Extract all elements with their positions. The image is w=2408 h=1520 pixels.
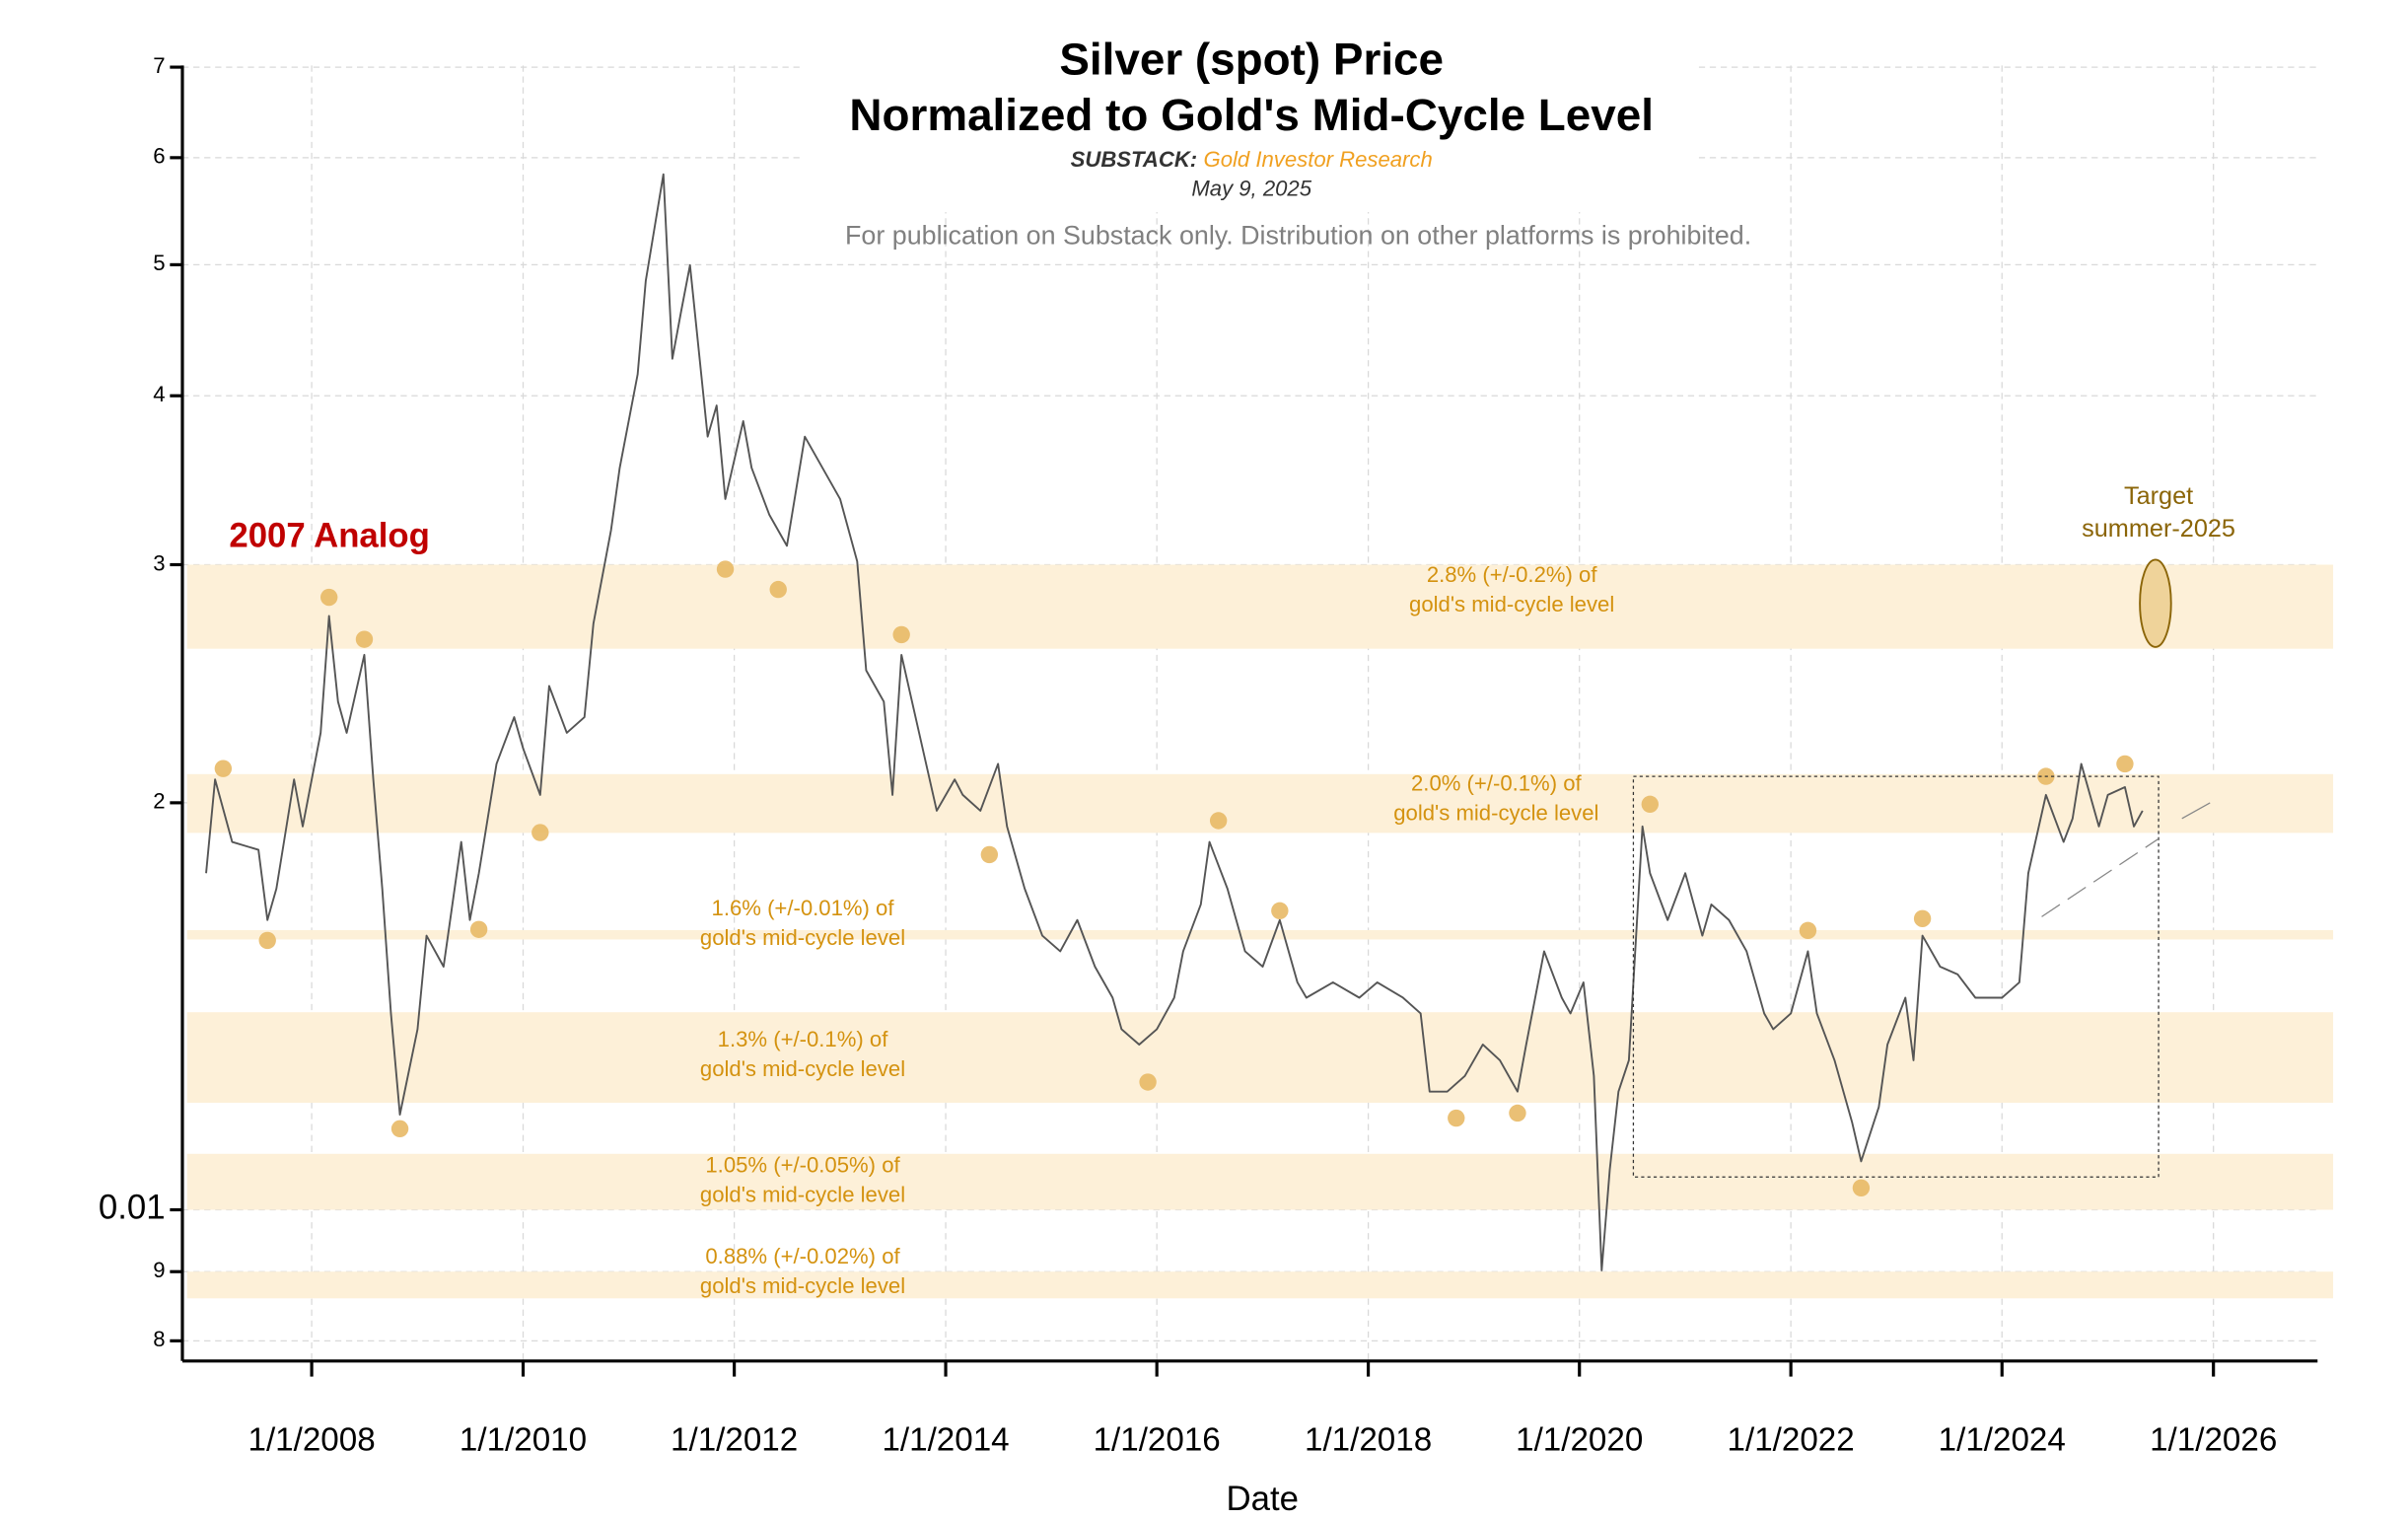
band-label: 1.6% (+/-0.01%) of xyxy=(712,896,895,920)
y-tick-label: 0.01 xyxy=(99,1190,166,1227)
x-tick-label: 1/1/2018 xyxy=(1305,1422,1432,1459)
chart-title: Normalized to Gold's Mid-Cycle Level xyxy=(849,90,1654,140)
marker xyxy=(1799,921,1817,940)
band-label: gold's mid-cycle level xyxy=(700,925,905,950)
marker xyxy=(2116,755,2134,773)
x-tick-label: 1/1/2008 xyxy=(248,1422,375,1459)
marker xyxy=(1139,1073,1157,1091)
target-label: Target xyxy=(2124,482,2193,510)
x-tick-label: 1/1/2016 xyxy=(1094,1422,1221,1459)
source-label: SUBSTACK: xyxy=(1071,147,1198,172)
source: Gold Investor Research xyxy=(1204,147,1433,172)
x-tick-label: 1/1/2012 xyxy=(671,1422,798,1459)
marker xyxy=(892,625,910,644)
x-tick-label: 1/1/2026 xyxy=(2150,1422,2277,1459)
x-tick-label: 1/1/2010 xyxy=(460,1422,587,1459)
marker xyxy=(1852,1179,1871,1196)
band xyxy=(186,1012,2334,1103)
marker xyxy=(1509,1104,1526,1122)
marker xyxy=(1209,812,1228,830)
band-label: gold's mid-cycle level xyxy=(700,1273,905,1298)
y-tick-label: 4 xyxy=(153,382,165,406)
trend-line xyxy=(2041,837,2160,917)
band-label: 0.88% (+/-0.02%) of xyxy=(705,1244,900,1268)
y-tick-label: 7 xyxy=(153,53,165,78)
price-line xyxy=(205,173,2144,1271)
x-tick-label: 1/1/2022 xyxy=(1728,1422,1855,1459)
y-tick-label: 5 xyxy=(153,251,165,275)
band xyxy=(186,1271,2334,1299)
marker xyxy=(1913,909,1932,927)
chart-title: Silver (spot) Price xyxy=(1059,34,1444,84)
marker xyxy=(469,920,488,938)
band xyxy=(186,773,2334,833)
band-label: gold's mid-cycle level xyxy=(700,1056,905,1081)
band-label: gold's mid-cycle level xyxy=(1393,801,1598,826)
y-tick-label: 9 xyxy=(153,1258,165,1282)
band-label: gold's mid-cycle level xyxy=(700,1182,905,1206)
notice: For publication on Substack only. Distri… xyxy=(845,220,1751,250)
marker xyxy=(258,931,276,950)
band-label: 2.8% (+/-0.2%) of xyxy=(1427,562,1598,587)
target-label: summer-2025 xyxy=(2082,515,2235,543)
band xyxy=(186,929,2334,940)
highlight-box xyxy=(1632,775,2160,1178)
band xyxy=(186,564,2334,649)
band-label: 1.3% (+/-0.1%) of xyxy=(718,1027,889,1051)
y-tick-label: 8 xyxy=(153,1327,165,1351)
annotation: 2007 Analog xyxy=(229,517,430,554)
source-line: SUBSTACK: Gold Investor Research xyxy=(1071,147,1433,172)
marker xyxy=(1271,902,1289,920)
marker xyxy=(716,560,735,578)
x-axis-label: Date xyxy=(1227,1481,1299,1518)
target-ellipse xyxy=(2139,558,2172,648)
band-layer xyxy=(186,564,2334,1299)
data-layer xyxy=(205,173,2144,1271)
trend-line xyxy=(2181,802,2211,820)
title-backdrop xyxy=(803,28,1699,212)
marker xyxy=(531,824,549,841)
marker xyxy=(980,845,999,864)
marker xyxy=(355,630,374,648)
y-tick-label: 2 xyxy=(153,789,165,814)
band-label: gold's mid-cycle level xyxy=(1409,592,1614,616)
marker xyxy=(769,580,787,599)
date: May 9, 2025 xyxy=(1191,177,1311,201)
marker xyxy=(1641,795,1659,814)
x-tick-label: 1/1/2024 xyxy=(1939,1422,2066,1459)
band xyxy=(186,1153,2334,1210)
marker xyxy=(214,760,233,777)
marker xyxy=(390,1120,409,1138)
y-tick-label: 3 xyxy=(153,550,165,575)
marker xyxy=(319,588,338,607)
marker xyxy=(1448,1109,1465,1127)
band-label: 1.05% (+/-0.05%) of xyxy=(705,1152,900,1177)
x-tick-label: 1/1/2020 xyxy=(1516,1422,1643,1459)
x-tick-label: 1/1/2014 xyxy=(882,1422,1009,1459)
band-label: 2.0% (+/-0.1%) of xyxy=(1411,771,1583,796)
y-tick-label: 6 xyxy=(153,144,165,169)
